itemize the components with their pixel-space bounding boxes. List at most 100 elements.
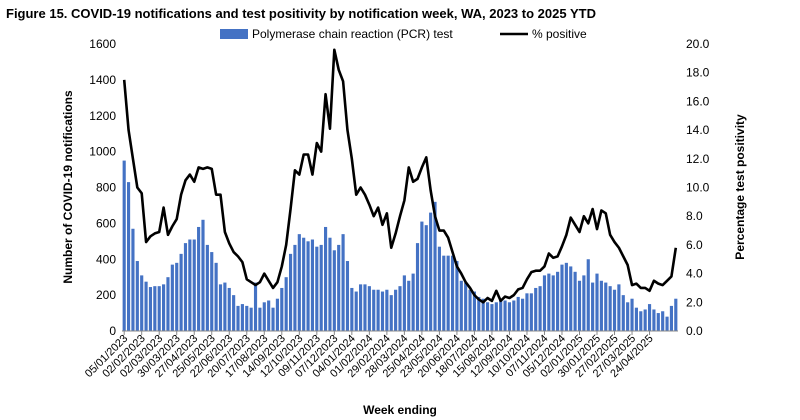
y-tick-label: 1600 xyxy=(89,37,116,51)
bar xyxy=(398,286,402,331)
bar xyxy=(275,298,279,331)
y2-tick-label: 10.0 xyxy=(686,181,710,195)
bar xyxy=(253,282,258,331)
bar xyxy=(372,289,376,331)
bar xyxy=(591,282,595,331)
bar xyxy=(464,282,468,331)
bar xyxy=(210,252,214,331)
bar xyxy=(674,298,678,331)
bar xyxy=(626,302,630,331)
y-axis-label: Number of COVID-19 notifications xyxy=(61,90,75,284)
bar xyxy=(573,271,577,331)
bar xyxy=(429,212,433,331)
y-tick-label: 1400 xyxy=(89,73,116,87)
bar xyxy=(577,280,582,331)
bar xyxy=(411,273,415,331)
bar xyxy=(564,262,568,331)
bar xyxy=(354,291,358,331)
bar xyxy=(669,305,674,331)
bar xyxy=(656,313,660,331)
bar xyxy=(595,273,599,331)
bar xyxy=(407,280,411,331)
bar xyxy=(144,281,148,331)
bar xyxy=(345,261,350,331)
bar xyxy=(586,259,590,331)
y-tick-label: 1200 xyxy=(89,109,116,123)
bar xyxy=(166,277,170,331)
bar xyxy=(652,309,656,331)
x-axis-label: Week ending xyxy=(363,403,437,417)
y-tick-label: 1000 xyxy=(89,145,116,159)
bar xyxy=(140,275,144,331)
bar xyxy=(126,182,131,331)
bar xyxy=(621,295,625,332)
bar xyxy=(433,201,437,331)
bar xyxy=(376,289,380,331)
y-tick-label: 600 xyxy=(96,216,116,230)
bar xyxy=(175,262,179,331)
bar xyxy=(437,246,441,331)
y2-tick-label: 4.0 xyxy=(686,267,703,281)
bar xyxy=(218,284,223,331)
y-tick-label: 800 xyxy=(96,181,116,195)
bar xyxy=(170,264,174,331)
bar xyxy=(560,264,564,331)
bar xyxy=(148,287,153,331)
bar xyxy=(582,275,586,331)
bar xyxy=(367,286,371,331)
bar xyxy=(183,243,188,331)
bar xyxy=(153,286,157,331)
bar xyxy=(503,300,507,331)
bar xyxy=(420,221,424,331)
bar xyxy=(337,244,341,331)
bar xyxy=(315,246,319,331)
bar xyxy=(288,253,293,331)
bar xyxy=(630,298,634,331)
bar xyxy=(192,239,196,331)
bar xyxy=(223,282,227,331)
legend-label-positive: % positive xyxy=(532,27,587,41)
bar xyxy=(665,316,669,331)
bars-layer xyxy=(122,160,678,332)
bar xyxy=(350,287,354,331)
bar xyxy=(232,295,236,332)
bar xyxy=(512,300,516,331)
bar xyxy=(617,284,621,331)
bar xyxy=(525,293,529,331)
y-tick-label: 400 xyxy=(96,252,116,266)
bar xyxy=(262,302,266,331)
bar xyxy=(135,261,139,331)
bar xyxy=(245,305,249,331)
bar xyxy=(556,271,560,331)
bar xyxy=(481,298,485,331)
bar xyxy=(310,239,315,331)
bar xyxy=(551,275,555,331)
bar xyxy=(507,302,512,331)
y2-tick-label: 18.0 xyxy=(686,66,710,80)
bar xyxy=(634,307,638,331)
bar xyxy=(604,282,608,331)
bar xyxy=(359,284,363,331)
y-tick-label: 0 xyxy=(109,324,116,338)
bar xyxy=(538,286,542,331)
bar xyxy=(521,298,525,331)
bar xyxy=(547,273,551,331)
bar xyxy=(424,225,428,331)
bar xyxy=(205,244,209,331)
bar xyxy=(214,262,218,331)
bar xyxy=(380,291,385,331)
bar xyxy=(157,286,161,331)
y2-tick-label: 6.0 xyxy=(686,238,703,252)
bar xyxy=(639,311,643,331)
legend: Polymerase chain reaction (PCR) test % p… xyxy=(220,27,587,41)
bar xyxy=(394,289,398,331)
bar xyxy=(227,287,231,331)
bar xyxy=(402,275,406,331)
bar xyxy=(647,304,652,331)
y2-axis-label: Percentage test positivity xyxy=(733,114,747,260)
bar xyxy=(249,307,253,331)
bar xyxy=(122,160,126,331)
bar xyxy=(131,228,135,331)
bar xyxy=(459,280,463,331)
bar xyxy=(179,253,183,331)
